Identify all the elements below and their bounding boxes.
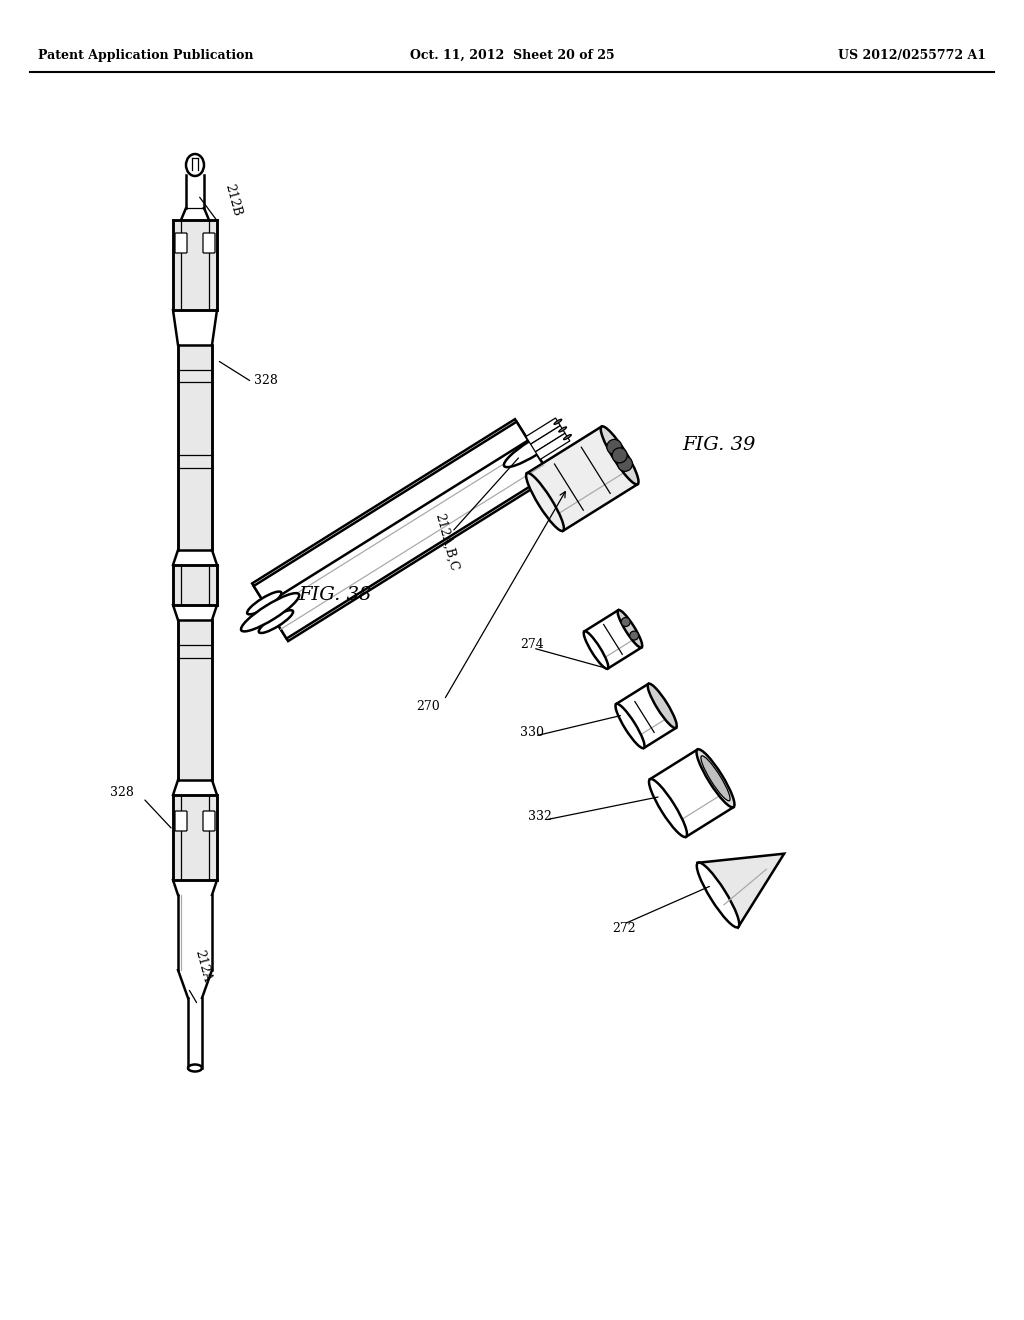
Polygon shape (526, 418, 560, 445)
Polygon shape (173, 795, 217, 880)
Ellipse shape (648, 684, 677, 729)
Ellipse shape (259, 610, 293, 634)
Ellipse shape (617, 610, 642, 648)
Circle shape (607, 440, 622, 454)
Polygon shape (530, 425, 565, 451)
Text: 212A: 212A (193, 948, 213, 983)
FancyBboxPatch shape (203, 234, 215, 253)
Text: FIG. 38: FIG. 38 (298, 586, 372, 605)
Polygon shape (173, 220, 217, 310)
Text: 332: 332 (528, 810, 552, 824)
Ellipse shape (601, 426, 639, 484)
Circle shape (612, 447, 627, 463)
Polygon shape (536, 433, 569, 459)
Text: Oct. 11, 2012  Sheet 20 of 25: Oct. 11, 2012 Sheet 20 of 25 (410, 49, 614, 62)
Text: 274: 274 (520, 639, 544, 652)
Ellipse shape (700, 756, 730, 801)
Ellipse shape (696, 750, 734, 808)
Polygon shape (178, 620, 212, 780)
Text: Patent Application Publication: Patent Application Publication (38, 49, 254, 62)
Ellipse shape (526, 473, 564, 531)
Text: FIG. 39: FIG. 39 (682, 436, 756, 454)
FancyBboxPatch shape (203, 810, 215, 832)
Polygon shape (527, 426, 638, 531)
Circle shape (622, 618, 630, 627)
Ellipse shape (563, 434, 571, 440)
Circle shape (617, 457, 633, 471)
Polygon shape (178, 345, 212, 550)
Polygon shape (173, 565, 217, 605)
Text: 330: 330 (520, 726, 544, 739)
Ellipse shape (241, 593, 299, 631)
Ellipse shape (554, 420, 562, 425)
Ellipse shape (615, 704, 644, 748)
Ellipse shape (504, 429, 562, 467)
Ellipse shape (584, 631, 608, 669)
Text: 270: 270 (416, 700, 440, 713)
Text: 272: 272 (612, 921, 636, 935)
Ellipse shape (247, 591, 282, 614)
Polygon shape (265, 441, 550, 639)
Text: 328: 328 (254, 374, 278, 387)
Ellipse shape (649, 779, 687, 837)
Ellipse shape (559, 426, 566, 432)
Circle shape (630, 631, 639, 640)
Text: US 2012/0255772 A1: US 2012/0255772 A1 (838, 49, 986, 62)
Text: 328: 328 (110, 787, 134, 800)
Ellipse shape (188, 1064, 202, 1072)
Ellipse shape (696, 862, 739, 928)
FancyBboxPatch shape (175, 234, 187, 253)
Polygon shape (254, 421, 538, 620)
Ellipse shape (186, 154, 204, 176)
Polygon shape (585, 610, 642, 669)
Text: 212A,B,C: 212A,B,C (432, 512, 460, 573)
Polygon shape (650, 750, 733, 837)
Polygon shape (616, 684, 676, 748)
Text: 212B: 212B (222, 182, 243, 218)
Polygon shape (698, 854, 784, 927)
FancyBboxPatch shape (175, 810, 187, 832)
